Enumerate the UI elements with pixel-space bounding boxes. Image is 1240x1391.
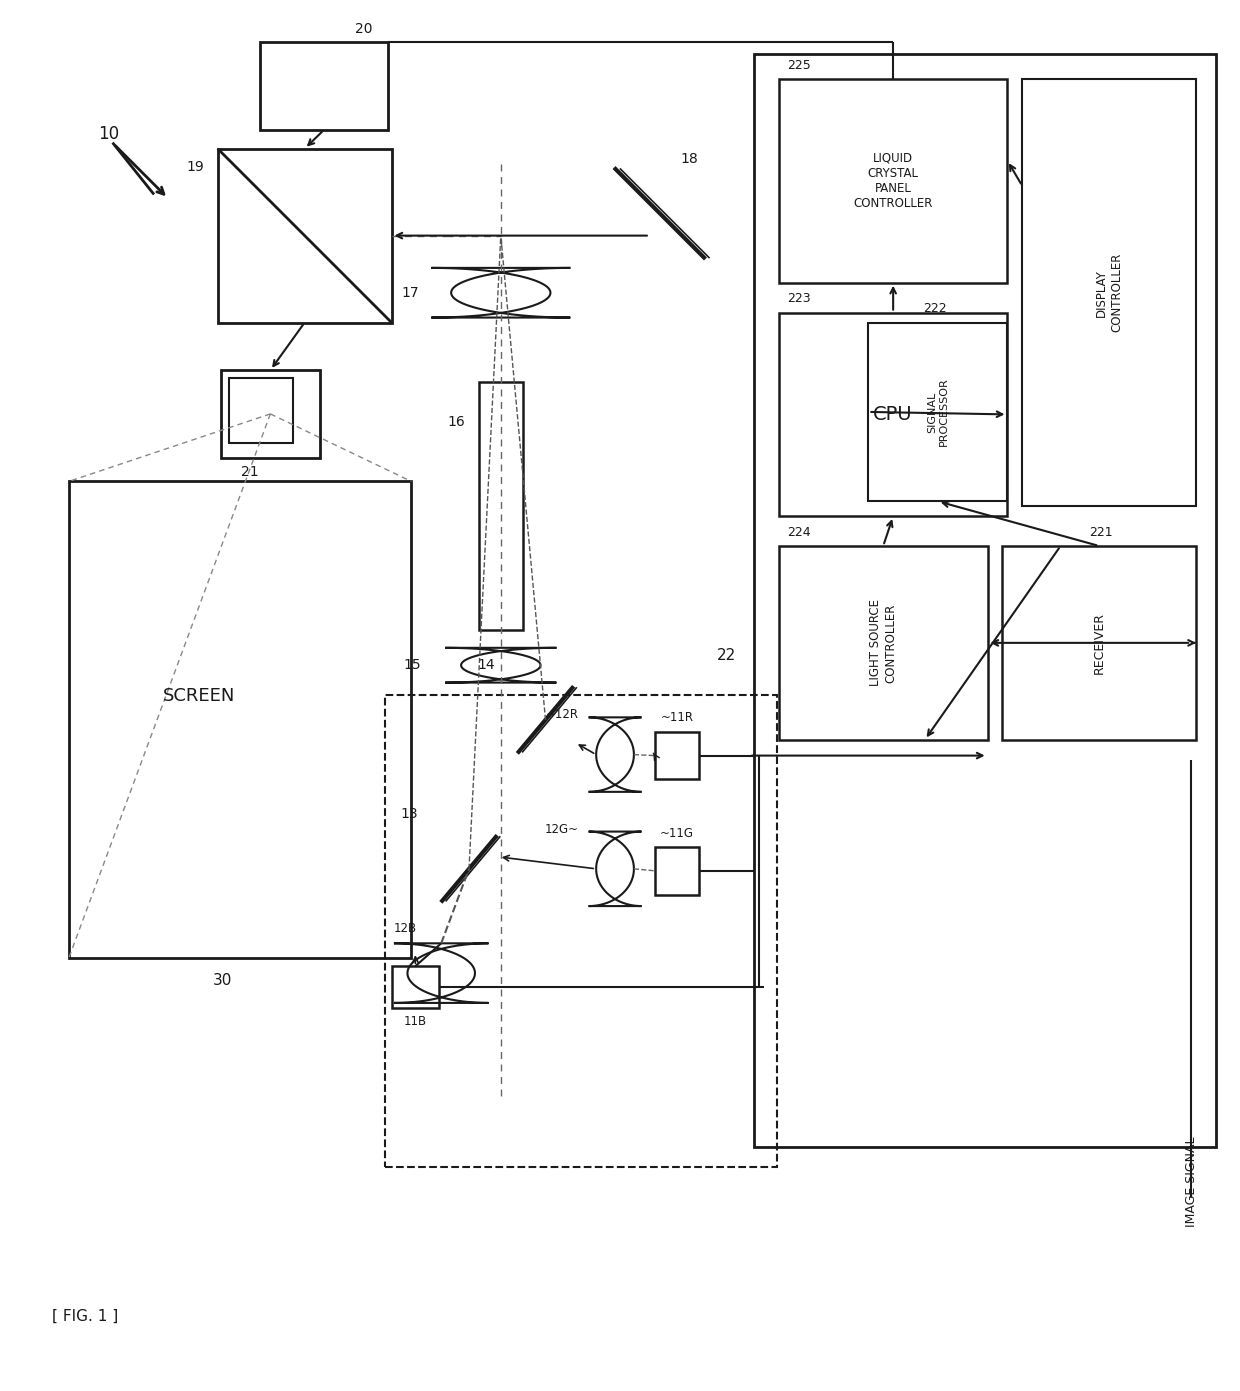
Polygon shape [394,943,489,1003]
Text: 16: 16 [448,415,465,428]
Bar [479,383,522,630]
Text: 15: 15 [404,658,422,672]
Text: LIGHT SOURCE
CONTROLLER: LIGHT SOURCE CONTROLLER [869,600,898,686]
Text: 19: 19 [186,160,203,174]
Polygon shape [432,268,570,317]
Bar [868,323,1007,501]
Text: DISPLAY
CONTROLLER: DISPLAY CONTROLLER [1095,253,1123,332]
Text: 21: 21 [241,465,258,479]
Text: 10: 10 [98,125,119,143]
Polygon shape [589,718,641,791]
Text: ~11G: ~11G [660,826,694,840]
Text: 223: 223 [787,292,811,305]
Bar [68,481,412,958]
Text: ~11R: ~11R [661,711,693,725]
Text: IMAGE SIGNAL: IMAGE SIGNAL [1184,1136,1198,1227]
Bar [779,313,1007,516]
Text: 12B: 12B [393,922,417,935]
Text: 20: 20 [355,21,373,36]
Bar [221,370,320,458]
Bar [1002,547,1197,740]
Polygon shape [445,648,557,683]
Text: 11B: 11B [404,1015,427,1028]
Bar [228,378,293,442]
Text: 13: 13 [401,807,418,821]
Text: 222: 222 [923,302,946,316]
Bar [1022,79,1197,506]
Text: 221: 221 [1089,526,1114,538]
Bar [754,54,1216,1148]
Text: SCREEN: SCREEN [162,687,236,705]
Text: LIQUID
CRYSTAL
PANEL
CONTROLLER: LIQUID CRYSTAL PANEL CONTROLLER [853,152,932,210]
Bar [260,42,388,129]
Text: ~12R: ~12R [546,708,578,722]
Text: CPU: CPU [873,405,913,424]
Bar [779,79,1007,282]
Text: 225: 225 [787,58,811,72]
Text: [ FIG. 1 ]: [ FIG. 1 ] [52,1309,118,1323]
Bar [655,732,699,779]
Polygon shape [589,832,641,906]
Text: 14: 14 [477,658,495,672]
Bar [384,696,777,1167]
Text: 18: 18 [681,152,698,166]
Text: SIGNAL
PROCESSOR: SIGNAL PROCESSOR [928,377,949,447]
Text: 224: 224 [787,526,811,538]
Text: 30: 30 [213,972,233,988]
Text: 12G~: 12G~ [544,822,578,836]
Bar [655,847,699,894]
Text: 22: 22 [717,648,737,662]
Bar [218,149,392,323]
Text: 17: 17 [402,285,419,299]
Bar [392,967,439,1008]
Bar [779,547,987,740]
Text: RECEIVER: RECEIVER [1092,612,1106,673]
